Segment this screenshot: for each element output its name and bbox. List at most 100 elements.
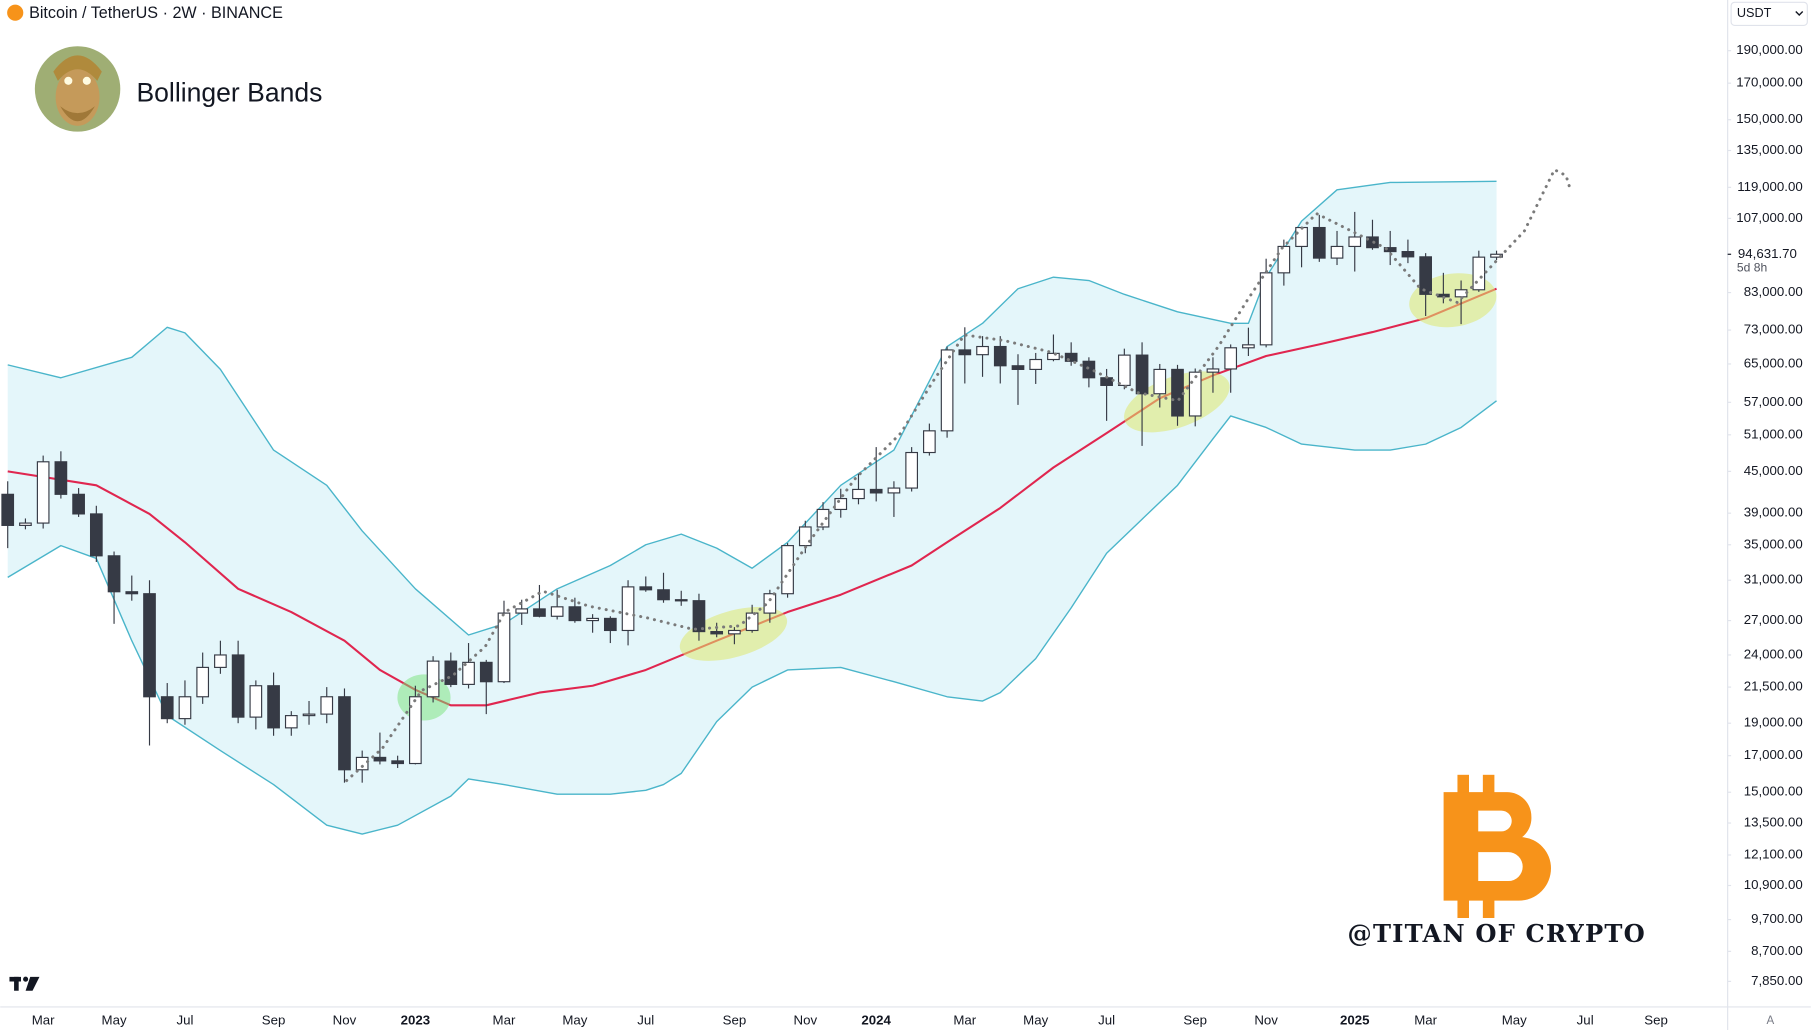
candle-body [816,508,830,528]
currency-selector[interactable] [1730,1,1808,26]
y-tick-label: 73,000.00 [1744,322,1803,337]
candle-body [54,461,68,495]
candle-body [728,629,741,635]
candle-body [497,612,511,683]
candle-body [1259,272,1273,346]
y-tick-label: 135,000.00 [1736,142,1802,157]
candle-body [958,349,972,356]
avatar-eye [64,76,73,85]
y-tick-label: 65,000.00 [1744,355,1803,370]
candle-body [1312,226,1326,259]
avatar-beard [60,106,95,122]
bitcoin-logo [1443,774,1551,918]
y-tick-label: 24,000.00 [1744,646,1803,661]
candle-body [1472,256,1486,291]
currency-label[interactable]: USDT [1737,6,1772,20]
candle-body [231,654,245,718]
y-tick-label: 31,000.00 [1744,572,1803,587]
candle-body [940,349,954,432]
x-tick-label: Nov [333,1012,357,1027]
candle-body [320,696,334,715]
candle-body [781,545,794,595]
y-tick-label: 7,850.00 [1751,973,1803,988]
x-tick-label: Mar [493,1012,516,1027]
x-tick-label: 2024 [861,1012,891,1027]
y-tick-label: 9,700.00 [1751,911,1803,926]
logo-b [1443,792,1551,901]
candle-body [533,608,546,617]
logo-tick [1482,774,1495,796]
candle-body [479,661,493,683]
candle-body [426,660,440,698]
candle-body [178,696,192,720]
candle-body [1011,365,1025,370]
x-tick-label: Sep [723,1012,747,1027]
x-tick-label: May [102,1012,127,1027]
x-tick-label: May [562,1012,587,1027]
logo-tick [1482,897,1495,918]
candle-body [834,497,848,511]
band-lower-line [7,400,1497,835]
logo-tick [1457,897,1469,918]
y-tick-label: 10,900.00 [1744,877,1803,892]
x-tick-label: Mar [1414,1012,1437,1027]
candle-body [1401,251,1415,258]
x-tick-label: 2025 [1340,1012,1370,1027]
candle-body [373,756,387,762]
candle-body [674,599,688,602]
candle-body [72,493,85,515]
candle-body [214,654,227,668]
autoscale-button[interactable]: A [1767,1015,1775,1027]
symbol-icon [7,4,24,21]
y-tick-label: 8,700.00 [1751,943,1803,958]
candle-body [143,593,156,698]
x-tick-label: Jul [1098,1012,1115,1027]
candle-body [639,586,653,591]
x-tick-label: May [1502,1012,1527,1027]
avatar-eye [82,76,91,85]
candle-body [249,685,263,718]
candle-body [1188,371,1202,417]
candle-body [515,608,529,614]
candle-body [1330,245,1344,259]
candle-body [710,631,724,635]
candle-body [89,513,103,557]
candle-body [1117,354,1131,386]
candle-body [550,606,564,617]
band-upper-line [7,180,1497,636]
candle-body [284,715,298,729]
y-tick-label: 150,000.00 [1736,111,1802,126]
candle-body [887,487,901,494]
y-tick-label: 51,000.00 [1744,426,1803,441]
avatar-hair [53,55,102,81]
tv-logo-part [14,976,19,991]
candle-body [1224,347,1238,370]
candle-body [160,696,174,720]
candle-body [1064,352,1078,362]
candle-body [976,345,989,356]
candle-body [1242,344,1255,349]
symbol-header[interactable]: Bitcoin / TetherUS · 2W · BINANCE [29,4,283,22]
candle-body [355,756,369,771]
avatar [34,46,121,132]
chart-title: Bollinger Bands [136,78,322,108]
candle-body [302,713,316,717]
candle-body [745,612,759,632]
y-tick-label: 17,000.00 [1744,747,1803,762]
y-tick-label: 21,500.00 [1744,679,1803,694]
candle-body [338,696,351,771]
candle-body [36,461,50,524]
logo-tick [1457,774,1469,796]
candle-body [1047,352,1060,361]
candle-body [391,760,404,765]
candle-body [1490,253,1503,258]
x-tick-label: Jul [176,1012,193,1027]
candle-body [621,586,635,632]
candle-body [657,589,670,601]
x-tick-label: Nov [1254,1012,1278,1027]
y-tick-label: 119,000.00 [1737,179,1802,194]
tv-logo-part [25,976,40,991]
candle-body [125,591,139,595]
candle-body [462,661,475,685]
